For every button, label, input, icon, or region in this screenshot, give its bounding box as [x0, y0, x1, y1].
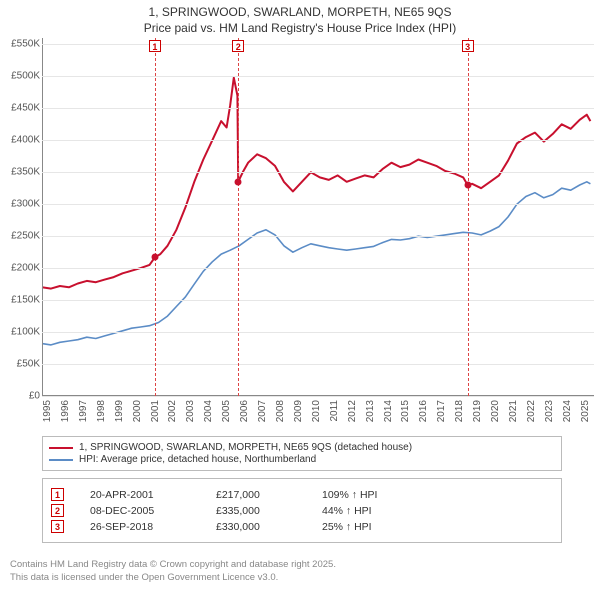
legend-swatch: [49, 447, 73, 449]
y-tick-label: £200K: [0, 263, 40, 274]
event-date: 20-APR-2001: [90, 489, 190, 501]
y-tick-label: £550K: [0, 39, 40, 50]
title-line-2: Price paid vs. HM Land Registry's House …: [0, 20, 600, 36]
event-marker-line: [155, 38, 156, 396]
event-marker-line: [238, 38, 239, 396]
y-tick-label: £350K: [0, 167, 40, 178]
event-marker-dot: [235, 178, 242, 185]
y-tick-label: £150K: [0, 295, 40, 306]
legend-item: 1, SPRINGWOOD, SWARLAND, MORPETH, NE65 9…: [49, 442, 555, 453]
gridline: [42, 332, 594, 333]
license-line-2: This data is licensed under the Open Gov…: [10, 572, 336, 584]
y-tick-label: £250K: [0, 231, 40, 242]
legend: 1, SPRINGWOOD, SWARLAND, MORPETH, NE65 9…: [42, 436, 562, 471]
y-tick-label: £500K: [0, 71, 40, 82]
chart-title: 1, SPRINGWOOD, SWARLAND, MORPETH, NE65 9…: [0, 0, 600, 36]
event-ratio: 44% ↑ HPI: [322, 505, 372, 517]
title-line-1: 1, SPRINGWOOD, SWARLAND, MORPETH, NE65 9…: [0, 4, 600, 20]
legend-item: HPI: Average price, detached house, Nort…: [49, 454, 555, 465]
gridline: [42, 76, 594, 77]
gridline: [42, 396, 594, 397]
event-marker-box: 3: [462, 40, 474, 52]
legend-label: HPI: Average price, detached house, Nort…: [79, 454, 316, 465]
event-marker-dot: [464, 182, 471, 189]
gridline: [42, 364, 594, 365]
line-layer: [42, 38, 594, 396]
gridline: [42, 140, 594, 141]
y-tick-label: £400K: [0, 135, 40, 146]
y-tick-label: £450K: [0, 103, 40, 114]
event-ratio: 25% ↑ HPI: [322, 521, 372, 533]
gridline: [42, 268, 594, 269]
event-ratio: 109% ↑ HPI: [322, 489, 377, 501]
event-date: 26-SEP-2018: [90, 521, 190, 533]
event-row: 1 20-APR-2001 £217,000 109% ↑ HPI: [51, 488, 553, 501]
event-price: £330,000: [216, 521, 296, 533]
y-tick-label: £300K: [0, 199, 40, 210]
event-table: 1 20-APR-2001 £217,000 109% ↑ HPI 2 08-DEC-20…: [42, 478, 562, 543]
event-price: £217,000: [216, 489, 296, 501]
license-text: Contains HM Land Registry data © Crown c…: [10, 559, 336, 584]
chart-area: £0 £50K £100K £150K £200K £250K £300K £350K £400…: [0, 38, 600, 428]
series-line: [42, 182, 590, 345]
legend-label: 1, SPRINGWOOD, SWARLAND, MORPETH, NE65 9…: [79, 442, 412, 453]
gridline: [42, 236, 594, 237]
event-number-box: 3: [51, 520, 64, 533]
event-number-box: 2: [51, 504, 64, 517]
y-tick-label: £0: [0, 391, 40, 402]
gridline: [42, 108, 594, 109]
y-tick-label: £50K: [0, 359, 40, 370]
gridline: [42, 44, 594, 45]
event-marker-box: 2: [232, 40, 244, 52]
event-number-box: 1: [51, 488, 64, 501]
event-marker-box: 1: [149, 40, 161, 52]
chart-container: 1, SPRINGWOOD, SWARLAND, MORPETH, NE65 9…: [0, 0, 600, 590]
gridline: [42, 172, 594, 173]
event-row: 2 08-DEC-2005 £335,000 44% ↑ HPI: [51, 504, 553, 517]
event-marker-dot: [151, 254, 158, 261]
event-date: 08-DEC-2005: [90, 505, 190, 517]
event-price: £335,000: [216, 505, 296, 517]
gridline: [42, 300, 594, 301]
y-axis: [42, 38, 43, 396]
legend-swatch: [49, 459, 73, 461]
plot-area: £0£50K£100K£150K£200K£250K£300K£350K£400…: [42, 38, 594, 396]
event-row: 3 26-SEP-2018 £330,000 25% ↑ HPI: [51, 520, 553, 533]
gridline: [42, 204, 594, 205]
event-marker-line: [468, 38, 469, 396]
license-line-1: Contains HM Land Registry data © Crown c…: [10, 559, 336, 571]
y-tick-label: £100K: [0, 327, 40, 338]
